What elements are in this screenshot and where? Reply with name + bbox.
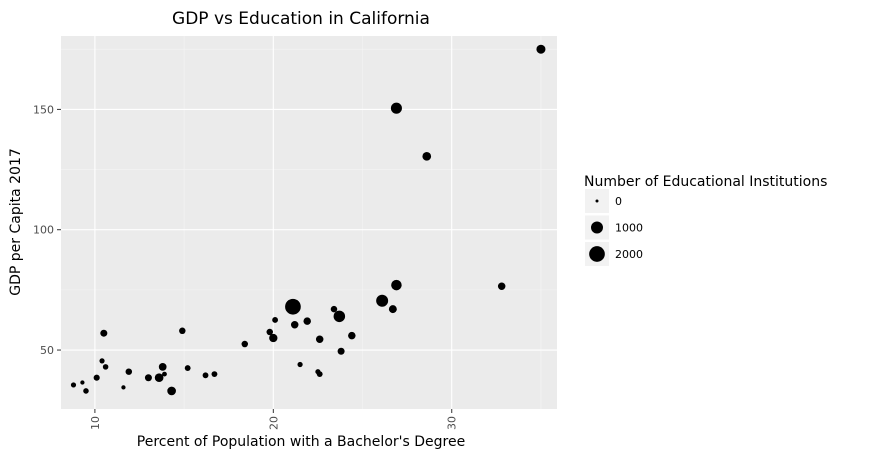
data-point	[179, 327, 186, 335]
legend-label: 0	[615, 195, 622, 208]
data-point	[290, 321, 299, 329]
data-point	[99, 358, 105, 364]
x-tick-label: 30	[446, 416, 459, 430]
data-point	[211, 371, 218, 378]
data-point	[330, 305, 338, 313]
data-point	[285, 298, 301, 315]
data-point	[154, 373, 164, 383]
data-points	[70, 44, 546, 396]
grid-minor	[61, 36, 557, 409]
data-point	[100, 329, 108, 337]
y-tick-label: 100	[33, 224, 54, 237]
grid-major	[61, 36, 557, 409]
data-point	[121, 385, 126, 390]
plot-panel	[61, 36, 557, 409]
data-point	[316, 371, 323, 378]
y-tick-label: 150	[33, 103, 54, 116]
data-point	[266, 328, 273, 336]
data-point	[70, 382, 77, 388]
legend-label: 2000	[615, 248, 643, 261]
data-point	[144, 374, 152, 382]
data-point	[388, 305, 397, 314]
data-point	[297, 361, 303, 368]
data-point	[376, 294, 389, 307]
data-point	[158, 363, 167, 371]
data-point	[241, 340, 249, 348]
data-point	[102, 364, 109, 370]
data-point	[303, 317, 311, 325]
data-point	[272, 317, 279, 323]
data-point	[83, 388, 89, 394]
data-point	[315, 335, 324, 343]
data-point	[93, 374, 100, 381]
data-point	[162, 371, 167, 377]
legend-label: 1000	[615, 222, 643, 235]
data-point	[80, 380, 85, 385]
x-axis-ticks: 10 20 30	[89, 409, 459, 430]
data-point	[337, 347, 345, 355]
y-axis-ticks: 50 100 150	[33, 103, 61, 357]
y-tick-label: 50	[40, 344, 54, 357]
data-point	[333, 310, 346, 323]
legend-key-symbol	[591, 221, 603, 234]
legend-key-symbol	[589, 246, 605, 262]
data-point	[184, 365, 191, 372]
x-axis-title: Percent of Population with a Bachelor's …	[137, 434, 465, 450]
x-tick-label: 20	[267, 416, 280, 430]
data-point	[497, 282, 506, 291]
chart-title: GDP vs Education in California	[172, 9, 430, 29]
x-tick-label: 10	[89, 416, 102, 430]
data-point	[348, 331, 356, 340]
data-point	[125, 368, 133, 375]
data-point	[269, 333, 278, 343]
data-point	[422, 151, 432, 161]
data-point	[202, 372, 209, 379]
y-axis-title: GDP per Capita 2017	[8, 148, 24, 296]
data-point	[391, 279, 402, 291]
data-point	[536, 44, 546, 54]
data-point	[390, 102, 402, 114]
legend-title: Number of Educational Institutions	[584, 174, 827, 190]
legend-key-symbol	[595, 199, 599, 203]
legend: Number of Educational Institutions 0 1000…	[584, 174, 827, 266]
legend-keys: 0 1000 2000	[585, 189, 643, 266]
data-point	[167, 386, 176, 396]
